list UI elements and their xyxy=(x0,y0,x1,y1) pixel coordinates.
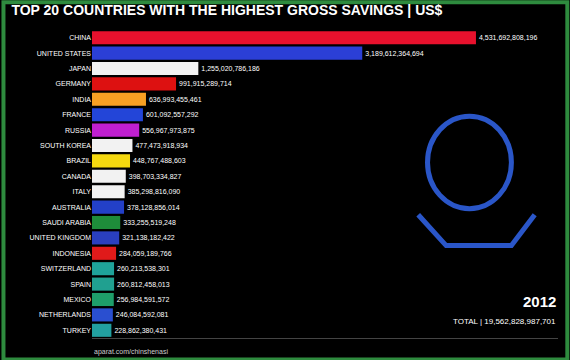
svg-text:448,767,488,603: 448,767,488,603 xyxy=(133,157,186,164)
svg-text:3,189,612,364,694: 3,189,612,364,694 xyxy=(365,50,423,57)
svg-text:RUSSIA: RUSSIA xyxy=(65,127,91,134)
svg-text:4,531,692,808,196: 4,531,692,808,196 xyxy=(479,34,537,41)
svg-text:260,213,538,301: 260,213,538,301 xyxy=(117,265,170,272)
svg-text:601,092,557,292: 601,092,557,292 xyxy=(146,111,199,118)
svg-text:246,084,592,081: 246,084,592,081 xyxy=(116,311,169,318)
svg-text:284,059,189,766: 284,059,189,766 xyxy=(119,250,172,257)
svg-text:228,862,380,431: 228,862,380,431 xyxy=(114,327,167,334)
svg-text:FRANCE: FRANCE xyxy=(62,111,91,118)
svg-text:SPAIN: SPAIN xyxy=(71,281,92,288)
svg-text:BRAZIL: BRAZIL xyxy=(66,157,91,164)
svg-text:ITALY: ITALY xyxy=(73,188,92,195)
svg-text:UNITED STATES: UNITED STATES xyxy=(37,50,92,57)
svg-text:NETHERLANDS: NETHERLANDS xyxy=(39,311,91,318)
svg-text:1,255,020,786,186: 1,255,020,786,186 xyxy=(201,65,259,72)
svg-text:385,298,816,090: 385,298,816,090 xyxy=(128,188,181,195)
svg-text:JAPAN: JAPAN xyxy=(69,65,91,72)
svg-text:MEXICO: MEXICO xyxy=(63,296,91,303)
svg-text:CANADA: CANADA xyxy=(62,173,92,180)
svg-text:321,138,182,422: 321,138,182,422 xyxy=(122,234,175,241)
svg-text:256,984,591,572: 256,984,591,572 xyxy=(117,296,170,303)
svg-text:SOUTH KOREA: SOUTH KOREA xyxy=(40,142,91,149)
svg-text:TURKEY: TURKEY xyxy=(63,327,92,334)
svg-text:TOP 20 COUNTRIES WITH THE HIGH: TOP 20 COUNTRIES WITH THE HIGHEST GROSS … xyxy=(11,2,442,18)
svg-text:INDONESIA: INDONESIA xyxy=(52,250,91,257)
svg-text:556,967,973,875: 556,967,973,875 xyxy=(142,127,195,134)
svg-text:636,993,455,461: 636,993,455,461 xyxy=(149,96,202,103)
svg-text:SWITZERLAND: SWITZERLAND xyxy=(41,265,91,272)
svg-text:CHINA: CHINA xyxy=(69,34,91,41)
svg-text:2012: 2012 xyxy=(523,293,556,310)
svg-text:378,128,856,014: 378,128,856,014 xyxy=(127,204,180,211)
svg-text:UNITED KINGDOM: UNITED KINGDOM xyxy=(30,234,92,241)
svg-text:AUSTRALIA: AUSTRALIA xyxy=(52,204,91,211)
svg-text:INDIA: INDIA xyxy=(72,96,91,103)
svg-text:477,473,918,934: 477,473,918,934 xyxy=(135,142,188,149)
svg-text:260,812,458,013: 260,812,458,013 xyxy=(117,281,170,288)
svg-text:SAUDI ARABIA: SAUDI ARABIA xyxy=(42,219,91,226)
svg-text:GERMANY: GERMANY xyxy=(56,80,92,87)
svg-text:TOTAL | 19,562,828,987,701: TOTAL | 19,562,828,987,701 xyxy=(453,317,556,326)
svg-text:398,703,334,827: 398,703,334,827 xyxy=(129,173,182,180)
svg-text:991,915,289,714: 991,915,289,714 xyxy=(179,80,232,87)
svg-text:aparat.com/chinshenasi: aparat.com/chinshenasi xyxy=(94,348,168,356)
svg-text:333,255,519,248: 333,255,519,248 xyxy=(123,219,176,226)
